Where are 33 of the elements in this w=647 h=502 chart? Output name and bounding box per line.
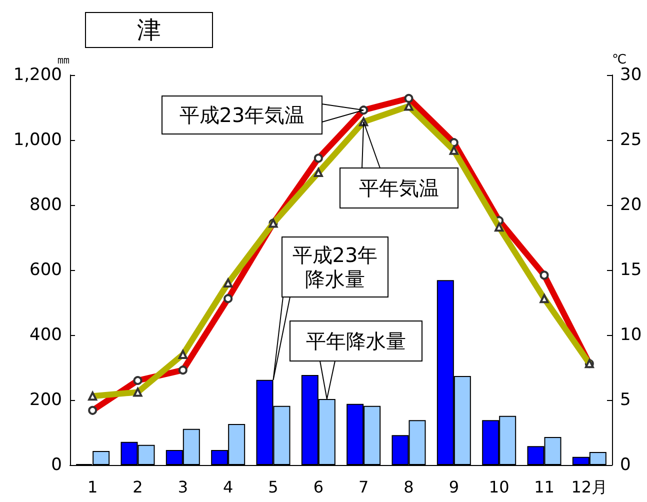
x-tick-label: 10 xyxy=(488,478,510,496)
x-tick-label: 1 xyxy=(87,478,98,496)
x-tick-label: 5 xyxy=(268,478,278,496)
y2-axis-title: ℃ xyxy=(612,52,627,68)
annotation: 平年気温 xyxy=(359,176,439,200)
x-tick-label: 7 xyxy=(358,478,369,496)
y-axis-title: ㎜ xyxy=(57,52,70,68)
x-tick-label: 4 xyxy=(222,478,234,496)
annotation: 平年降水量 xyxy=(306,329,406,353)
y2-tick-label: 30 xyxy=(620,65,642,85)
x-tick-label: 9 xyxy=(448,478,460,496)
y-tick-label: 800 xyxy=(30,195,62,215)
y2-tick-label: 15 xyxy=(620,260,642,280)
y2-tick-label: 5 xyxy=(620,390,631,410)
y-tick-label: 600 xyxy=(30,260,62,280)
y-tick-label: 1,000 xyxy=(13,130,62,150)
annotation: 平成23年降水量 xyxy=(292,243,378,291)
y-tick-label: 400 xyxy=(30,325,62,345)
x-tick-label: 12月 xyxy=(571,478,608,496)
y-tick-label: 1,200 xyxy=(13,65,62,85)
y-tick-label: 0 xyxy=(51,455,62,475)
y2-tick-label: 20 xyxy=(620,195,642,215)
x-tick-label: 6 xyxy=(313,478,324,496)
y2-tick-label: 25 xyxy=(620,130,642,150)
annotation: 平成23年気温 xyxy=(179,103,305,127)
y-tick-label: 200 xyxy=(30,390,62,410)
x-tick-label: 2 xyxy=(132,478,143,496)
y2-tick-label: 10 xyxy=(620,325,642,345)
x-tick-label: 11 xyxy=(534,478,554,496)
y2-tick-label: 0 xyxy=(620,455,631,475)
x-tick-label: 8 xyxy=(404,478,414,496)
chart-title: 津 xyxy=(137,16,161,44)
x-tick-label: 3 xyxy=(178,478,188,496)
